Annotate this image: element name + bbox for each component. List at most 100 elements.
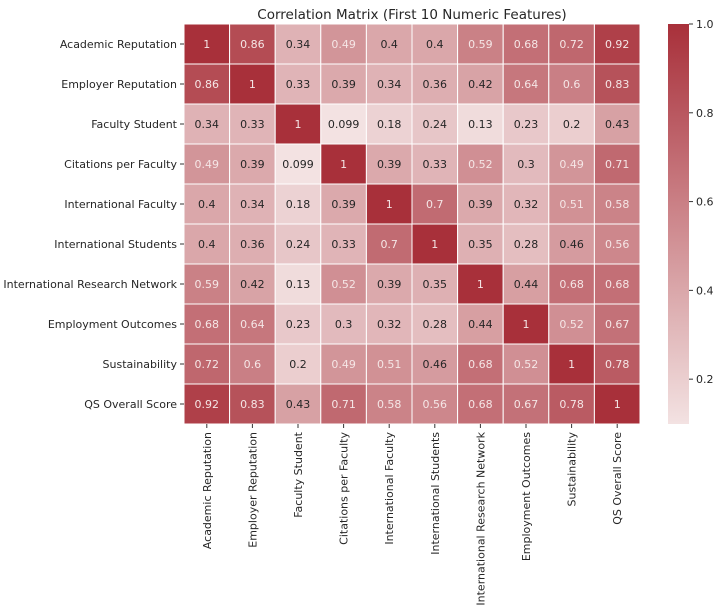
cell-value-label: 0.59: [468, 38, 493, 51]
cell-value-label: 1: [340, 158, 347, 171]
heatmap-cell: [320, 263, 367, 305]
cell-value-label: 0.72: [559, 38, 584, 51]
cell-value-label: 0.33: [423, 158, 448, 171]
cell-value-label: 0.71: [605, 158, 630, 171]
cell-value-label: 0.2: [563, 118, 581, 131]
cell-value-label: 0.83: [240, 398, 265, 411]
heatmap-cell: [502, 343, 550, 385]
heatmap-cell: [274, 183, 322, 225]
colorbar: 0.2 0.4 0.6 0.8 1.0: [668, 18, 714, 424]
cell-value-label: 0.46: [423, 358, 448, 371]
x-tick-label: QS Overall Score: [611, 432, 624, 525]
heatmap-cell: [548, 183, 595, 225]
heatmap-cell: [411, 23, 459, 65]
heatmap-cells: [183, 23, 641, 425]
cell-value-label: 0.4: [198, 198, 216, 211]
cell-value-label: 0.78: [559, 398, 584, 411]
cell-value-label: 0.49: [331, 358, 356, 371]
cell-value-label: 0.34: [240, 198, 265, 211]
heatmap-cell: [274, 103, 322, 145]
heatmap-cell: [320, 223, 367, 265]
cell-value-label: 1: [203, 38, 210, 51]
cell-value-label: 0.56: [423, 398, 448, 411]
heatmap-cell: [365, 183, 413, 225]
heatmap-cell: [229, 183, 276, 225]
cell-value-label: 0.39: [331, 78, 356, 91]
heatmap-cell: [548, 103, 595, 145]
cell-value-label: 0.18: [286, 198, 311, 211]
cell-value-label: 0.33: [331, 238, 356, 251]
colorbar-tick-label: 0.8: [696, 107, 714, 120]
heatmap-cell: [457, 343, 504, 385]
cell-value-label: 0.4: [426, 38, 444, 51]
cell-value-label: 0.24: [286, 238, 311, 251]
heatmap-cell: [365, 303, 413, 345]
cell-value-label: 0.68: [605, 278, 630, 291]
cell-value-label: 0.68: [514, 38, 539, 51]
heatmap-cell: [365, 343, 413, 385]
cell-value-label: 1: [568, 358, 575, 371]
cell-value-label: 1: [295, 118, 302, 131]
heatmap-cell: [411, 383, 459, 425]
colorbar-tick-label: 0.4: [696, 284, 714, 297]
heatmap-cell: [229, 103, 276, 145]
heatmap-cell: [457, 383, 504, 425]
cell-value-label: 0.39: [240, 158, 265, 171]
heatmap-cell: [593, 383, 641, 425]
cell-value-label: 0.13: [468, 118, 493, 131]
y-tick-label: International Research Network: [3, 278, 177, 291]
cell-value-label: 0.52: [559, 318, 584, 331]
cell-value-label: 0.34: [195, 118, 220, 131]
x-tick-label: Employer Reputation: [246, 432, 259, 548]
cell-value-label: 0.43: [286, 398, 311, 411]
heatmap-annotations: 1 0.86 0.34 0.49 0.4 0.4 0.59 0.68 0.72 0.92 0.86 1…: [195, 38, 630, 411]
heatmap-cell: [548, 343, 595, 385]
cell-value-label: 1: [249, 78, 256, 91]
heatmap-cell: [548, 263, 595, 305]
heatmap-cell: [411, 223, 459, 265]
cell-value-label: 0.49: [331, 38, 356, 51]
cell-value-label: 0.33: [286, 78, 311, 91]
cell-value-label: 0.2: [289, 358, 307, 371]
cell-value-label: 0.44: [468, 318, 493, 331]
heatmap-cell: [229, 63, 276, 105]
cell-value-label: 0.23: [286, 318, 311, 331]
cell-value-label: 0.51: [377, 358, 402, 371]
cell-value-label: 0.71: [331, 398, 356, 411]
heatmap-cell: [365, 223, 413, 265]
heatmap-cell: [548, 63, 595, 105]
cell-value-label: 0.3: [517, 158, 535, 171]
heatmap-cell: [457, 143, 504, 185]
cell-value-label: 0.52: [514, 358, 539, 371]
heatmap-cell: [548, 143, 595, 185]
heatmap-cell: [593, 343, 641, 385]
cell-value-label: 0.24: [423, 118, 448, 131]
heatmap-cell: [593, 23, 641, 65]
cell-value-label: 0.68: [559, 278, 584, 291]
heatmap-cell: [274, 223, 322, 265]
cell-value-label: 0.78: [605, 358, 630, 371]
cell-value-label: 0.68: [195, 318, 220, 331]
heatmap-cell: [183, 103, 231, 145]
heatmap-cell: [183, 223, 231, 265]
x-tick-label: Academic Reputation: [201, 432, 214, 549]
heatmap-cell: [502, 263, 550, 305]
heatmap-cell: [183, 383, 231, 425]
heatmap-cell: [320, 303, 367, 345]
cell-value-label: 0.32: [377, 318, 402, 331]
heatmap-cell: [593, 303, 641, 345]
cell-value-label: 1: [523, 318, 530, 331]
heatmap-cell: [411, 303, 459, 345]
cell-value-label: 0.64: [240, 318, 265, 331]
y-tick-label: Citations per Faculty: [64, 158, 177, 171]
x-tick-label: Sustainability: [566, 432, 579, 507]
cell-value-label: 0.92: [195, 398, 220, 411]
cell-value-label: 0.56: [605, 238, 630, 251]
cell-value-label: 0.52: [468, 158, 493, 171]
y-tick-label: QS Overall Score: [84, 398, 177, 411]
cell-value-label: 0.34: [286, 38, 311, 51]
cell-value-label: 0.36: [423, 78, 448, 91]
cell-value-label: 0.32: [514, 198, 539, 211]
heatmap-cell: [457, 263, 504, 305]
heatmap-cell: [457, 183, 504, 225]
